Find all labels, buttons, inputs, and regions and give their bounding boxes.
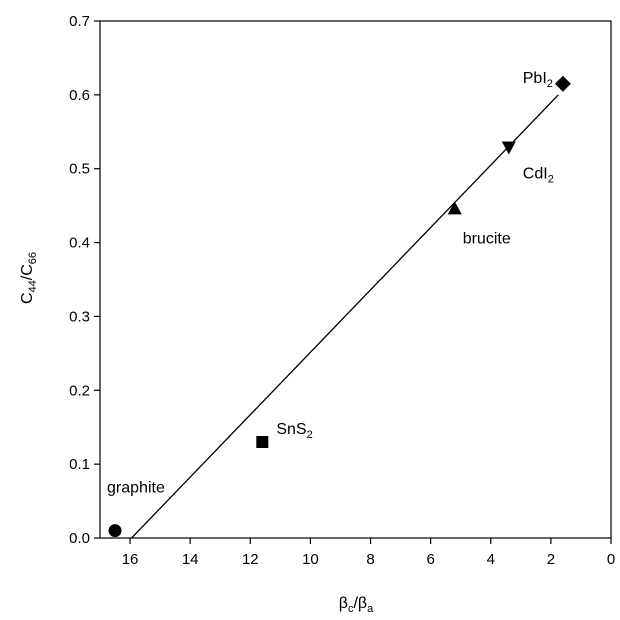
y-tick-label: 0.0 xyxy=(69,530,90,547)
x-tick-label: 10 xyxy=(302,551,319,568)
label-brucite: brucite xyxy=(463,230,511,247)
label-cdi2: CdI2 xyxy=(523,166,554,186)
x-tick-label: 14 xyxy=(182,551,199,568)
point-cdi2 xyxy=(501,141,516,155)
x-tick-label: 6 xyxy=(426,551,434,568)
data-points xyxy=(108,75,571,538)
y-axis: 0.0 0.1 0.2 0.3 0.4 0.5 0.6 0.7 xyxy=(69,13,100,547)
fit-line xyxy=(131,94,559,539)
point-brucite xyxy=(447,201,462,215)
y-tick-label: 0.6 xyxy=(69,87,90,104)
label-pbi2: PbI2 xyxy=(523,70,553,90)
x-tick-label: 4 xyxy=(487,551,495,568)
y-tick-label: 0.2 xyxy=(69,382,90,399)
x-axis: 16 14 12 10 8 6 4 2 0 xyxy=(122,538,615,568)
x-axis-title: βc/βa xyxy=(339,595,374,615)
x-tick-label: 0 xyxy=(607,551,615,568)
point-graphite xyxy=(108,524,122,538)
y-tick-label: 0.7 xyxy=(69,13,90,30)
x-tick-label: 2 xyxy=(547,551,555,568)
point-pbi2 xyxy=(554,75,571,92)
label-graphite: graphite xyxy=(107,480,165,497)
y-tick-label: 0.4 xyxy=(69,235,90,252)
x-tick-label: 8 xyxy=(366,551,374,568)
x-tick-label: 16 xyxy=(122,551,139,568)
plot-frame xyxy=(99,20,612,539)
x-tick-label: 12 xyxy=(242,551,259,568)
point-sns2 xyxy=(256,435,269,448)
point-labels: graphite SnS2 brucite CdI2 PbI2 xyxy=(107,70,554,497)
y-tick-label: 0.5 xyxy=(69,161,90,178)
y-axis-title: C44/C66 xyxy=(19,252,39,304)
label-sns2: SnS2 xyxy=(276,421,312,441)
y-tick-label: 0.1 xyxy=(69,456,90,473)
y-tick-label: 0.3 xyxy=(69,308,90,325)
